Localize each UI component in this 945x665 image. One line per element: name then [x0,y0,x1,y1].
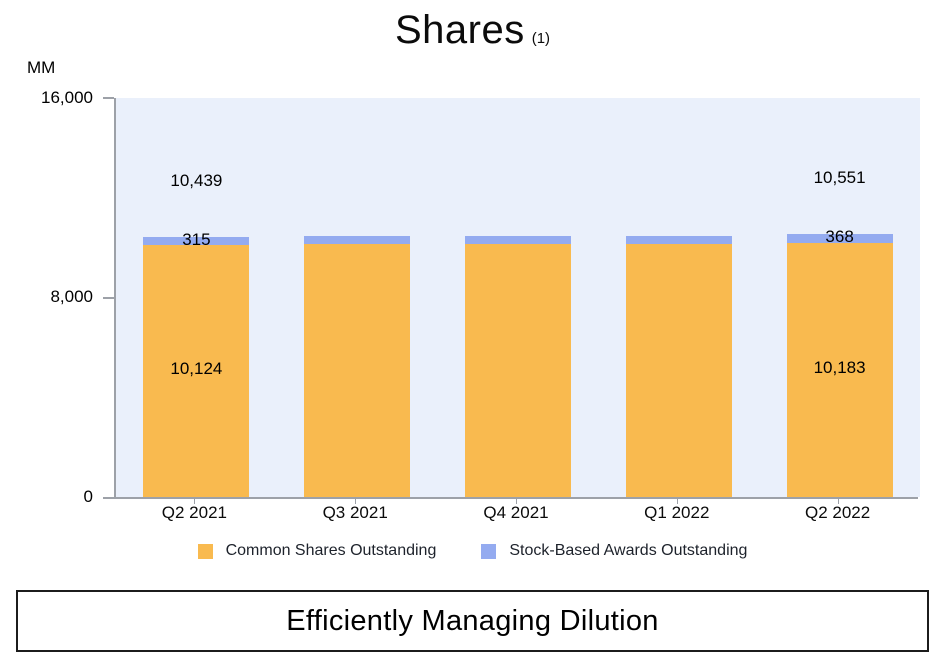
message-banner-text: Efficiently Managing Dilution [286,604,659,637]
data-label-common: 10,183 [813,358,866,378]
bar-group [625,236,732,497]
x-axis-tick-mark [676,499,678,504]
bar-group [786,233,893,497]
x-axis-tick-mark [837,499,839,504]
data-label-common: 10,124 [170,358,223,378]
bar-segment-awards [786,233,893,244]
x-axis-labels: Q2 2021 Q3 2021 Q4 2021 Q1 2022 Q2 2022 [114,503,918,525]
bar-segment-awards [143,236,250,245]
y-axis-unit-label: MM [27,58,56,77]
bar-segment-common [625,244,732,497]
x-axis-label: Q2 2021 [161,503,228,522]
bar-segment-awards [465,236,571,245]
chart-title-text: Shares [394,8,525,52]
y-axis-tick-mark [103,297,114,299]
x-axis-tick-mark [516,499,517,504]
x-axis-label: Q1 2022 [644,503,710,522]
bar-group [143,236,250,497]
x-axis-line [103,497,918,499]
bar-segment-common [304,244,411,497]
y-axis-tick-label: 0 [83,487,93,506]
legend-label: Stock-Based Awards Outstanding [509,542,748,559]
y-axis-tick-label: 16,000 [41,88,93,107]
chart-title: Shares (1) [0,8,945,53]
plot-area: 10,439 315 10,124 10,551 368 10,183 [114,98,920,497]
data-label-total: 10,551 [813,167,866,187]
x-axis-tick-mark [355,499,357,504]
x-axis-tick-mark [194,499,196,504]
bar-segment-awards [625,236,732,245]
message-banner: Efficiently Managing Dilution [16,590,929,652]
legend-item-common-shares: Common Shares Outstanding [197,542,437,560]
x-axis-label: Q2 2022 [804,503,871,522]
x-axis-label: Q4 2021 [483,503,549,522]
legend-label: Common Shares Outstanding [225,542,437,559]
legend-swatch-common-shares [197,543,213,559]
chart-title-footnote-marker: (1) [531,30,551,47]
bar-segment-common [465,244,571,497]
y-axis-tick-mark [103,97,114,99]
x-axis-label: Q3 2021 [322,503,388,522]
data-label-awards: 315 [182,229,211,249]
bar-segment-common [143,244,250,497]
bar-group [304,236,411,497]
bar-segment-awards [304,236,411,245]
bar-group [465,236,571,497]
legend-swatch-stock-awards [481,543,497,559]
x-axis-tick-layer [114,499,918,505]
data-label-awards: 368 [825,226,854,246]
chart-legend: Common Shares Outstanding Stock-Based Aw… [0,542,945,560]
data-label-total: 10,439 [170,170,223,190]
legend-item-stock-awards: Stock-Based Awards Outstanding [481,542,747,560]
y-axis-tick-label: 8,000 [50,287,93,306]
bar-segment-common [786,243,893,497]
